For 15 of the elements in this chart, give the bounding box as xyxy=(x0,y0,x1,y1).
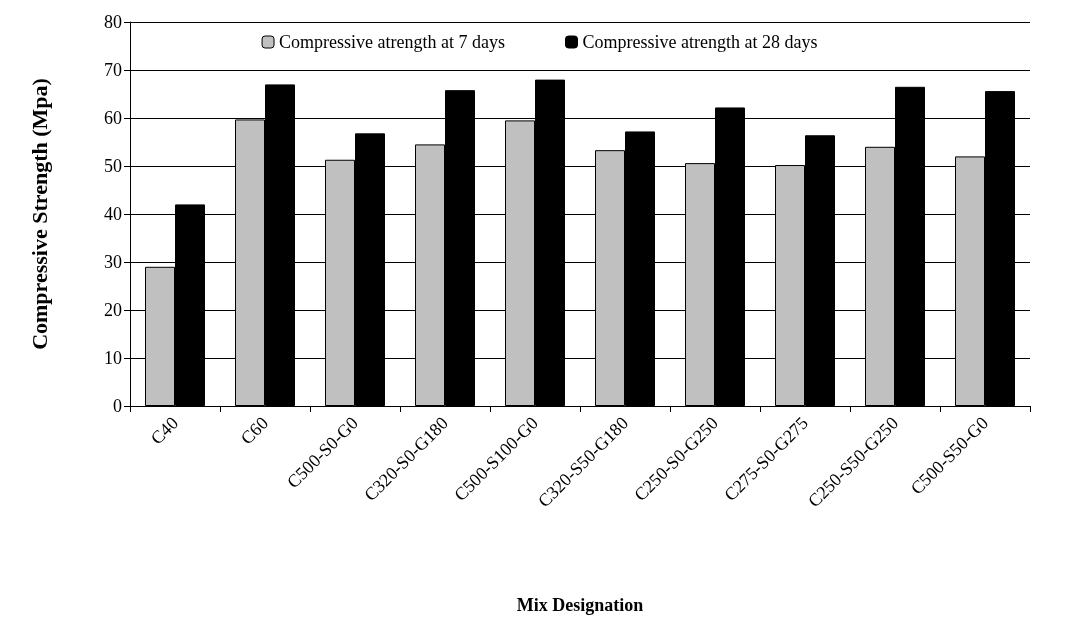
y-tick-label: 0 xyxy=(113,396,122,416)
y-axis-title: Compressive Strength (Mpa) xyxy=(26,78,52,350)
y-tick-label: 70 xyxy=(104,60,122,80)
x-axis-title: Mix Designation xyxy=(516,595,644,615)
y-tick-label: 60 xyxy=(104,108,122,128)
legend-label: Compressive atrength at 28 days xyxy=(582,32,818,52)
y-tick-label: 10 xyxy=(104,348,122,368)
x-tick-label: C60 xyxy=(236,412,273,449)
x-tick-label: C40 xyxy=(146,412,183,449)
y-tick-label: 30 xyxy=(104,252,122,272)
legend-label: Compressive atrength at 7 days xyxy=(279,32,505,52)
y-tick-label: 20 xyxy=(104,300,122,320)
y-tick-label: 50 xyxy=(104,156,122,176)
y-tick-label: 80 xyxy=(104,12,122,32)
y-tick-label: 40 xyxy=(104,204,122,224)
